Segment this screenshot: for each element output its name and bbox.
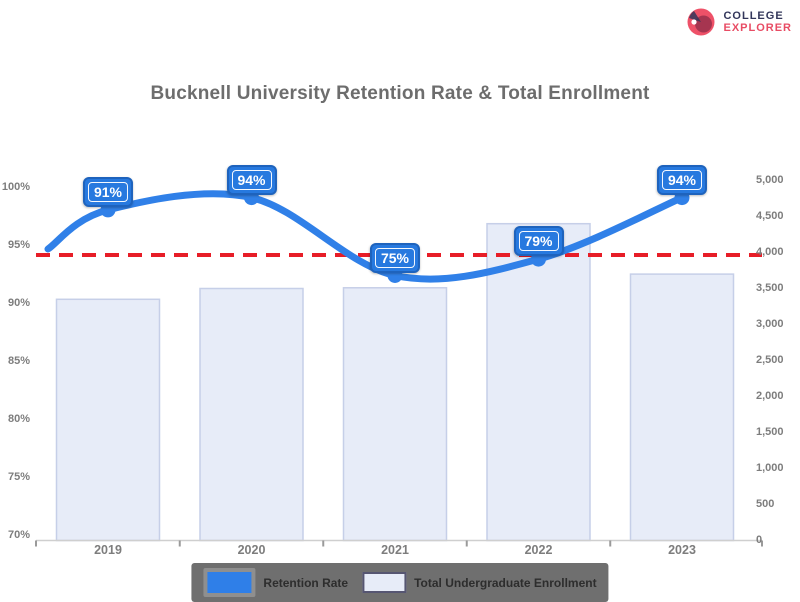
legend-line-label: Retention Rate (263, 575, 349, 590)
legend-item-bar[interactable]: Total Undergraduate Enrollment (362, 572, 597, 593)
point-badge-value: 79% (518, 231, 559, 252)
right-axis-tick-0: 5,000 (756, 174, 784, 186)
point-badge-value: 94% (661, 169, 703, 190)
point-badge-2019[interactable]: 91% (82, 176, 134, 207)
x-axis-label-2022: 2022 (524, 543, 553, 557)
left-axis-tick-6: 70% (7, 529, 30, 541)
x-axis-label-2021: 2021 (381, 543, 409, 557)
bar-2019[interactable] (55, 298, 161, 542)
legend-item-line[interactable]: Retention Rate (203, 568, 348, 597)
left-axis-tick-2: 90% (7, 297, 30, 309)
bar-2022[interactable] (486, 222, 591, 542)
right-axis-tick-7: 1,500 (756, 426, 784, 438)
legend-line-swatch (207, 572, 252, 593)
chart-title: Bucknell University Retention Rate & Tot… (150, 83, 650, 104)
point-badge-2023[interactable]: 94% (656, 164, 708, 195)
right-axis-tick-1: 4,500 (756, 210, 784, 222)
brand-logo: COLLEGE EXPLORER (685, 6, 792, 38)
point-badge-2022[interactable]: 79% (513, 226, 564, 257)
right-axis-tick-10: 0 (756, 534, 763, 546)
bar-2020[interactable] (199, 287, 304, 542)
legend-line-swatch-box (203, 568, 256, 597)
brand-logo-icon (687, 8, 715, 36)
brand-name-bottom: EXPLORER (723, 22, 792, 34)
left-axis-tick-5: 75% (7, 471, 30, 483)
x-axis-label-2020: 2020 (237, 543, 266, 557)
right-axis-tick-6: 2,000 (756, 390, 784, 402)
bar-2023[interactable] (629, 273, 735, 542)
point-badge-value: 94% (231, 169, 272, 190)
bar-2021[interactable] (342, 287, 448, 542)
right-axis-tick-9: 500 (756, 498, 775, 510)
left-axis-tick-0: 100% (1, 181, 30, 193)
brand-logo-text: COLLEGE EXPLORER (723, 10, 792, 34)
right-axis-tick-2: 4,000 (756, 246, 784, 258)
left-axis-tick-1: 95% (7, 239, 30, 251)
right-axis-tick-4: 3,000 (756, 318, 784, 330)
legend: Retention Rate Total Undergraduate Enrol… (191, 563, 609, 602)
x-axis-label-2019: 2019 (94, 543, 122, 557)
right-axis-tick-3: 3,500 (756, 282, 784, 294)
legend-bar-label: Total Undergraduate Enrollment (414, 575, 597, 590)
x-axis-label-2023: 2023 (668, 543, 696, 557)
left-axis-tick-3: 85% (7, 355, 30, 367)
right-axis-tick-8: 1,000 (756, 462, 784, 474)
point-badge-value: 91% (87, 181, 129, 202)
point-badge-value: 75% (374, 247, 416, 268)
legend-bar-swatch (362, 572, 407, 593)
point-badge-2021[interactable]: 75% (369, 242, 421, 273)
point-badge-2020[interactable]: 94% (226, 164, 277, 195)
right-axis-tick-5: 2,500 (756, 354, 784, 366)
left-axis-tick-4: 80% (7, 413, 30, 425)
brand-name-top: COLLEGE (723, 10, 784, 22)
